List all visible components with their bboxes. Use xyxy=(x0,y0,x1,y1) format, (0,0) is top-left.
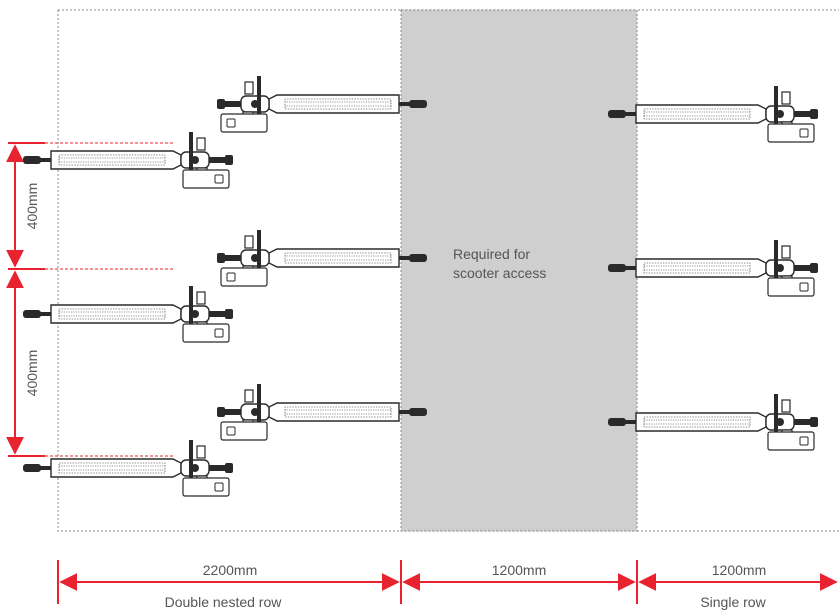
scooter-icon xyxy=(216,229,428,287)
scooter-pair-1 xyxy=(22,75,428,189)
scooter-icon xyxy=(607,239,819,297)
scooter-pair-2 xyxy=(22,229,428,343)
access-zone-label-line2: scooter access xyxy=(453,265,546,281)
double-nested-row xyxy=(22,75,428,497)
access-zone xyxy=(400,9,638,532)
scooter-icon xyxy=(607,85,819,143)
row-label-single: Single row xyxy=(700,594,766,610)
vertical-dimensions: 400mm 400mm xyxy=(6,142,175,457)
dimension-label-1200-access: 1200mm xyxy=(492,562,546,578)
row-label-double: Double nested row xyxy=(165,594,283,610)
dimension-label-400-1: 400mm xyxy=(24,183,40,230)
dimension-label-2200: 2200mm xyxy=(203,562,257,578)
scooter-icon xyxy=(216,75,428,133)
scooter-icon xyxy=(216,383,428,441)
dimension-label-400-2: 400mm xyxy=(24,350,40,397)
scooter-icon xyxy=(607,393,819,451)
dimension-label-1200-single: 1200mm xyxy=(712,562,766,578)
scooter-icon xyxy=(22,131,234,189)
scooter-pair-3 xyxy=(22,383,428,497)
single-row xyxy=(607,85,819,451)
horizontal-dimensions: 2200mm 1200mm 1200mm Double nested row S… xyxy=(57,560,838,610)
scooter-icon xyxy=(22,285,234,343)
access-zone-label-line1: Required for xyxy=(453,246,530,262)
scooter-icon xyxy=(22,439,234,497)
